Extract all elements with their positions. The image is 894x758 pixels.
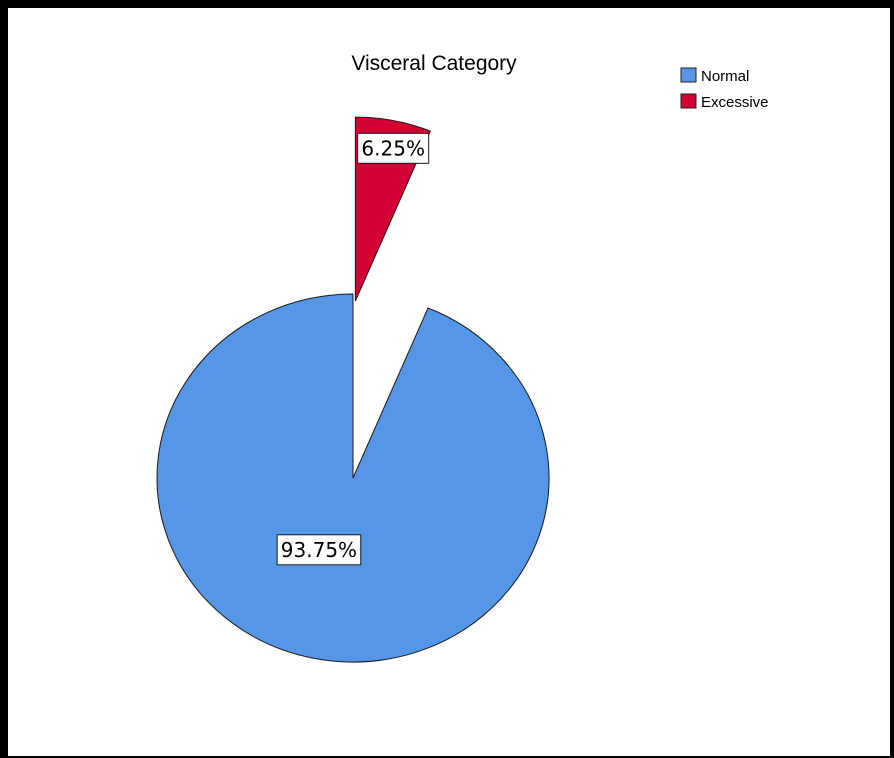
pie-data-labels: 93.75% 6.25%: [276, 132, 430, 566]
data-label-excessive: 6.25%: [361, 136, 425, 160]
chart-title: Visceral Category: [351, 52, 517, 75]
legend-swatch-normal: [680, 67, 697, 83]
pie-slice-normal: [156, 293, 550, 663]
data-label-box-excessive: [357, 132, 430, 164]
legend-label-excessive: Excessive: [701, 94, 769, 111]
legend-swatch-excessive: [680, 93, 697, 109]
data-label-box-normal: [276, 534, 362, 566]
legend-label-normal: Normal: [701, 68, 749, 85]
pie-slices: [156, 116, 550, 663]
legend: Normal Excessive: [680, 67, 769, 111]
data-label-normal: 93.75%: [281, 538, 357, 562]
